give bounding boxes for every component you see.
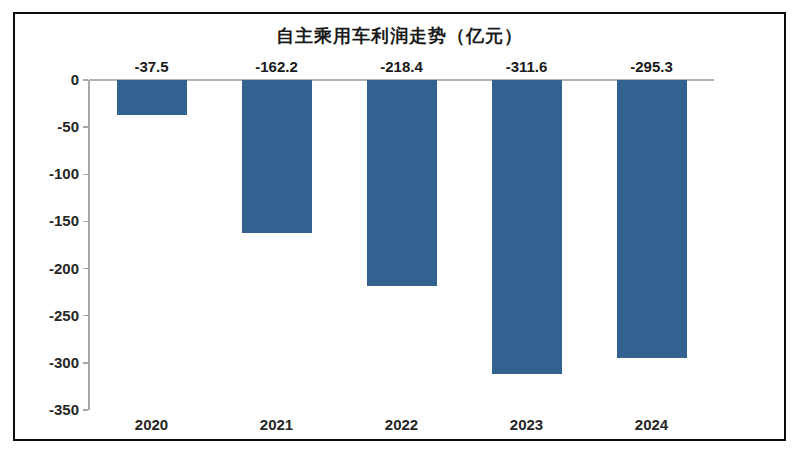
- bar-2020: [117, 80, 187, 115]
- chart-frame: 自主乘用车利润走势（亿元） 0-50-100-150-200-250-300-3…: [13, 12, 786, 441]
- y-axis-tick-label: -350: [25, 401, 79, 418]
- x-axis-category-label: 2020: [107, 416, 197, 433]
- y-axis-tick: [83, 315, 88, 317]
- bar-2023: [492, 80, 562, 374]
- y-axis-tick: [83, 221, 88, 223]
- y-axis-tick-label: -300: [25, 354, 79, 371]
- x-axis-category-label: 2021: [232, 416, 322, 433]
- bar-2021: [242, 80, 312, 233]
- bar-value-label: -295.3: [607, 58, 697, 75]
- y-axis-tick-label: -200: [25, 260, 79, 277]
- plot-area: 0-50-100-150-200-250-300-350-37.52020-16…: [89, 80, 714, 410]
- y-axis-tick: [83, 126, 88, 128]
- bar-2024: [617, 80, 687, 358]
- bar-value-label: -218.4: [357, 58, 447, 75]
- y-axis-tick: [83, 174, 88, 176]
- y-axis-tick-label: -150: [25, 212, 79, 229]
- y-axis-tick-label: 0: [25, 71, 79, 88]
- y-axis-tick-label: -100: [25, 165, 79, 182]
- chart-canvas: 自主乘用车利润走势（亿元） 0-50-100-150-200-250-300-3…: [0, 0, 797, 453]
- y-axis-tick-label: -50: [25, 118, 79, 135]
- y-axis-tick: [83, 409, 88, 411]
- y-axis-tick-label: -250: [25, 307, 79, 324]
- x-axis-category-label: 2024: [607, 416, 697, 433]
- y-axis-tick: [83, 362, 88, 364]
- bar-value-label: -311.6: [482, 58, 572, 75]
- y-axis-tick: [83, 79, 88, 81]
- bar-2022: [367, 80, 437, 286]
- y-axis-line: [88, 80, 90, 410]
- x-axis-category-label: 2023: [482, 416, 572, 433]
- bar-value-label: -162.2: [232, 58, 322, 75]
- x-axis-category-label: 2022: [357, 416, 447, 433]
- chart-title: 自主乘用车利润走势（亿元）: [15, 24, 784, 48]
- y-axis-tick: [83, 268, 88, 270]
- bar-value-label: -37.5: [107, 58, 197, 75]
